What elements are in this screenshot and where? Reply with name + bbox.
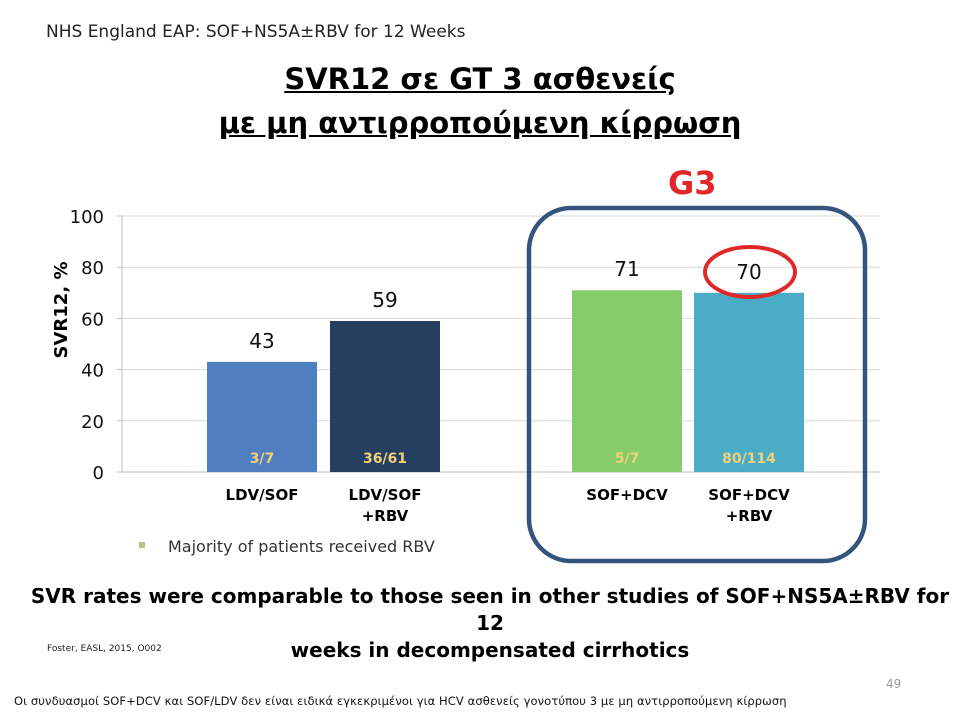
bar-fraction-label: 3/7 — [250, 451, 275, 467]
bar-value-label: 59 — [372, 288, 397, 312]
bar-fraction-label: 36/61 — [363, 451, 407, 467]
bar-value-label: 43 — [249, 329, 274, 353]
slide-header: NHS England EAP: SOF+NS5A±RBV for 12 Wee… — [46, 22, 466, 42]
citation: Foster, EASL, 2015, O002 — [47, 644, 162, 654]
bar-fraction-label: 80/114 — [722, 451, 776, 467]
bars — [207, 290, 804, 472]
bar-value-label: 70 — [736, 260, 761, 284]
x-category-label: LDV/SOF — [226, 486, 299, 504]
bar — [694, 292, 804, 472]
conclusion-line-2: weeks in decompensated cirrhotics — [290, 638, 690, 662]
bullet-marker — [139, 542, 145, 548]
bar-fraction-label: 5/7 — [615, 451, 640, 467]
slide-title-line-2: με μη αντιρροπούμενη κίρρωση — [218, 106, 742, 140]
slide-title-line-1: SVR12 σε GT 3 ασθενείς — [284, 62, 676, 96]
y-tick-label: 100 — [70, 207, 104, 228]
genotype-group-label: G3 — [668, 164, 717, 202]
y-axis-label: SVR12, % — [51, 262, 72, 359]
x-category-label: LDV/SOF — [349, 486, 422, 504]
y-tick-label: 0 — [93, 463, 104, 484]
y-tick-label: 60 — [81, 309, 104, 330]
bar-value-label: 71 — [614, 257, 639, 281]
conclusion-text: SVR rates were comparable to those seen … — [20, 583, 960, 664]
bar-labels: 43 3/7 LDV/SOF 59 36/61 LDV/SOF +RBV 71 5/7 SOF+D… — [226, 257, 791, 525]
bar — [572, 290, 682, 472]
x-category-label: +RBV — [362, 507, 409, 525]
bar — [330, 320, 440, 472]
footnote: Οι συνδυασμοί SOF+DCV και SOF/LDV δεν εί… — [14, 694, 787, 708]
bar — [207, 361, 317, 472]
y-tick-label: 40 — [81, 361, 104, 382]
y-tick-label: 20 — [81, 412, 104, 433]
x-category-label: +RBV — [726, 507, 773, 525]
page-number: 49 — [886, 677, 902, 691]
g3-highlight-box — [526, 205, 868, 564]
bullet-text: Majority of patients received RBV — [168, 537, 435, 556]
y-tick-label: 80 — [81, 258, 104, 279]
x-category-label: SOF+DCV — [708, 486, 790, 504]
conclusion-line-1: SVR rates were comparable to those seen … — [30, 584, 950, 635]
x-category-label: SOF+DCV — [586, 486, 668, 504]
highlight-circle — [703, 245, 797, 299]
